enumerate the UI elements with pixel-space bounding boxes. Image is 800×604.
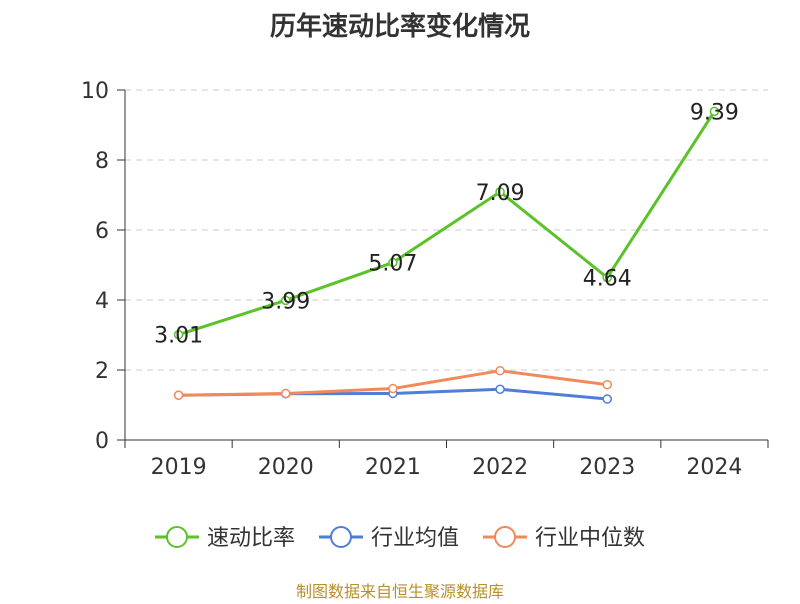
grid-lines <box>125 89 768 371</box>
data-point[interactable] <box>173 329 184 340</box>
legend-label: 行业中位数 <box>535 526 645 551</box>
legend-marker-icon <box>494 526 516 548</box>
x-tick-label: 2020 <box>258 455 314 480</box>
data-point[interactable] <box>602 272 612 283</box>
x-tick-label: 2023 <box>579 455 635 480</box>
source-note: 制图数据来自恒生聚源数据库 <box>295 582 504 601</box>
series-line-0 <box>178 110 716 337</box>
data-point[interactable] <box>388 257 398 268</box>
y-tick-label: 8 <box>95 149 109 174</box>
data-label: 3.01 <box>154 324 203 349</box>
x-tick-label: 2024 <box>686 455 742 480</box>
y-tick-label: 4 <box>95 289 109 314</box>
y-tick-label: 6 <box>95 219 109 244</box>
data-label: 9.39 <box>690 100 739 125</box>
data-point[interactable] <box>602 379 612 390</box>
y-tick-label: 10 <box>81 79 109 104</box>
data-point[interactable] <box>495 384 505 394</box>
legend-label: 速动比率 <box>207 526 295 551</box>
legend-marker-icon <box>330 526 352 548</box>
data-point[interactable] <box>281 295 291 306</box>
data-point[interactable] <box>602 394 612 404</box>
data-point[interactable] <box>173 390 184 400</box>
legend-marker-icon <box>166 526 188 548</box>
legend-label: 行业均值 <box>371 526 459 551</box>
legend[interactable]: 速动比率 行业均值 行业中位数 <box>155 526 645 551</box>
legend-item-1[interactable]: 行业均值 <box>319 526 459 551</box>
data-labels: 3.01 3.99 5.07 7.09 4.64 9.39 <box>154 100 739 348</box>
x-tick-label: 2021 <box>365 455 421 480</box>
data-label: 4.64 <box>583 267 632 292</box>
legend-item-0[interactable]: 速动比率 <box>155 526 295 551</box>
data-point[interactable] <box>495 187 505 197</box>
data-point[interactable] <box>281 388 291 399</box>
data-point[interactable] <box>495 365 505 376</box>
data-point[interactable] <box>388 383 398 394</box>
y-tick-label: 0 <box>95 429 109 454</box>
data-label: 7.09 <box>476 181 525 206</box>
y-tick-label: 2 <box>95 359 109 384</box>
x-tick-label: 2022 <box>472 455 528 480</box>
series-lines <box>173 106 720 404</box>
legend-item-2[interactable]: 行业中位数 <box>483 526 645 551</box>
data-label: 5.07 <box>368 252 417 277</box>
axes: 0 2 4 6 8 10 2019 2020 2021 2022 2023 2024 <box>81 79 769 480</box>
data-label: 3.99 <box>261 289 310 314</box>
x-tick-label: 2019 <box>151 455 207 480</box>
chart-title: 历年速动比率变化情况 <box>269 12 530 42</box>
data-point[interactable] <box>709 106 720 117</box>
